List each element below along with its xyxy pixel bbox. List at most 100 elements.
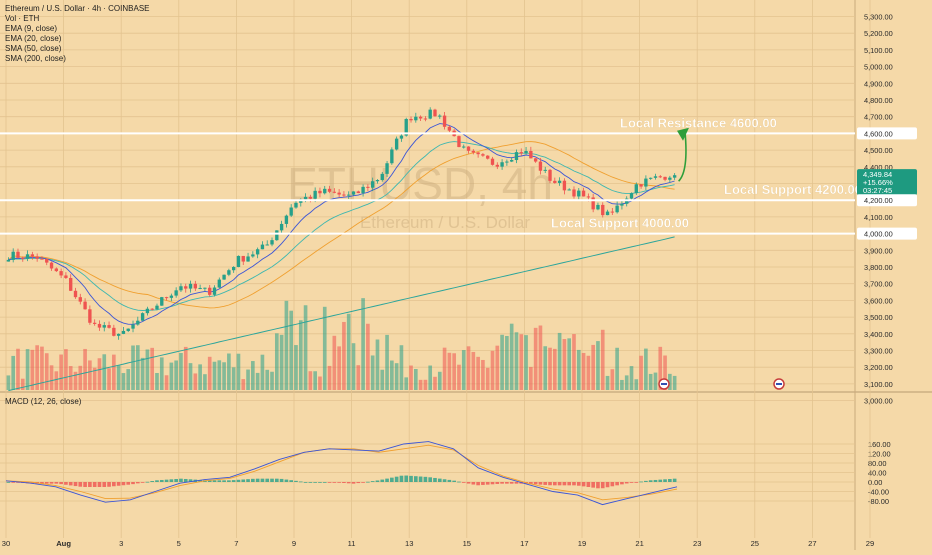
candle-body xyxy=(533,158,538,162)
macd-histogram-bar xyxy=(644,480,648,482)
volume-bar xyxy=(30,349,35,390)
level-label[interactable]: Local Support 4000.00 xyxy=(551,215,689,231)
chart-info: Ethereum / U.S. Dollar · 4h · COINBASE V… xyxy=(5,4,150,64)
volume-bar xyxy=(370,355,375,390)
indicator-vol[interactable]: Vol · ETH xyxy=(5,14,40,23)
volume-bar xyxy=(380,369,385,390)
volume-bar xyxy=(615,347,619,390)
macd-histogram-bar xyxy=(102,482,107,487)
macd-histogram-bar xyxy=(529,482,533,484)
volume-bar xyxy=(284,300,289,390)
candle-body xyxy=(337,192,341,195)
volume-bar xyxy=(423,379,428,390)
volume-bar xyxy=(16,348,20,390)
macd-histogram-bar xyxy=(135,482,140,484)
macd-histogram-bar xyxy=(653,479,658,482)
candle-body xyxy=(672,175,677,178)
candle-body xyxy=(366,186,370,188)
volume-bar xyxy=(356,365,361,390)
symbol-line[interactable]: Ethereum / U.S. Dollar · 4h · COINBASE xyxy=(5,4,150,13)
price-tick-label: 5,200.00 xyxy=(864,29,893,38)
indicator-ema9[interactable]: EMA (9, close) xyxy=(5,24,58,33)
macd-tick-label: -80.00 xyxy=(868,497,889,506)
candle-body xyxy=(16,251,20,258)
volume-bar xyxy=(241,379,246,390)
candle-body xyxy=(251,254,255,257)
indicator-ema20[interactable]: EMA (20, close) xyxy=(5,34,62,43)
volume-bar xyxy=(629,366,634,390)
candle-body xyxy=(313,190,317,199)
candle-body xyxy=(212,287,217,295)
macd-histogram-bar xyxy=(505,482,509,484)
indicator-sma200[interactable]: SMA (200, close) xyxy=(5,54,66,63)
candle-body xyxy=(270,240,274,245)
volume-bar xyxy=(409,365,413,390)
volume-bar xyxy=(193,373,198,390)
candle-body xyxy=(140,313,145,321)
volume-bar xyxy=(490,350,495,390)
macd-label[interactable]: MACD (12, 26, close) xyxy=(5,397,82,406)
candle-body xyxy=(203,287,207,289)
candle-body xyxy=(639,184,643,187)
macd-histogram-bar xyxy=(514,482,519,484)
volume-bar xyxy=(150,347,155,390)
price-tick-label: 4,900.00 xyxy=(864,79,893,88)
volume-bar xyxy=(581,352,586,390)
macd-histogram-bar xyxy=(423,476,428,482)
candle-body xyxy=(476,152,480,155)
volume-bar xyxy=(634,379,639,390)
candle-body xyxy=(25,254,30,259)
candle-body xyxy=(557,180,562,183)
macd-histogram-bar xyxy=(54,482,59,484)
candle-body xyxy=(188,283,193,289)
candle-body xyxy=(466,146,471,151)
volume-bar xyxy=(337,346,341,390)
macd-histogram-bar xyxy=(59,482,63,485)
volume-bar xyxy=(212,361,217,390)
volume-bar xyxy=(533,327,538,390)
level-label[interactable]: Local Support 4200.00 xyxy=(724,182,862,197)
macd-histogram-bar xyxy=(179,478,183,482)
candle-body xyxy=(289,207,293,216)
candle-body xyxy=(227,270,231,275)
volume-bar xyxy=(11,355,16,390)
macd-histogram-bar xyxy=(380,479,385,482)
level-label[interactable]: Local Resistance 4600.00 xyxy=(620,115,777,130)
date-tick-label: 29 xyxy=(866,539,874,548)
volume-bar xyxy=(169,362,174,390)
candle-body xyxy=(217,279,221,288)
candle-body xyxy=(231,266,236,271)
volume-bar xyxy=(509,323,514,390)
macd-histogram-bar xyxy=(198,479,202,482)
macd-line xyxy=(5,441,678,506)
indicator-sma50[interactable]: SMA (50, close) xyxy=(5,44,62,53)
volume-bar xyxy=(457,364,461,390)
macd-histogram-bar xyxy=(140,482,145,483)
volume-bar xyxy=(121,373,126,390)
volume-bar xyxy=(447,352,452,390)
macd-histogram-bar xyxy=(624,482,629,484)
macd-histogram-bar xyxy=(318,482,322,483)
macd-histogram-bar xyxy=(596,482,600,489)
candle-body xyxy=(59,271,63,276)
macd-histogram-bar xyxy=(294,480,298,482)
volume-bar xyxy=(49,365,54,390)
volume-bar xyxy=(270,371,274,390)
volume-bar xyxy=(366,323,370,390)
candle-body xyxy=(184,286,188,289)
candle-body xyxy=(567,189,571,191)
volume-bar xyxy=(586,355,591,390)
candle-body xyxy=(581,190,586,197)
candle-body xyxy=(246,256,250,262)
candle-body xyxy=(586,196,591,198)
candle-body xyxy=(179,286,183,291)
macd-histogram-bar xyxy=(457,481,461,483)
macd-histogram-bar xyxy=(212,480,217,482)
macd-histogram-bar xyxy=(586,482,591,487)
watermark-symbol: ETHUSD, 4h xyxy=(287,158,553,210)
watermark-name: Ethereum / U.S. Dollar xyxy=(360,213,530,232)
macd-histogram-bar xyxy=(145,481,150,483)
candle-body xyxy=(601,204,605,216)
